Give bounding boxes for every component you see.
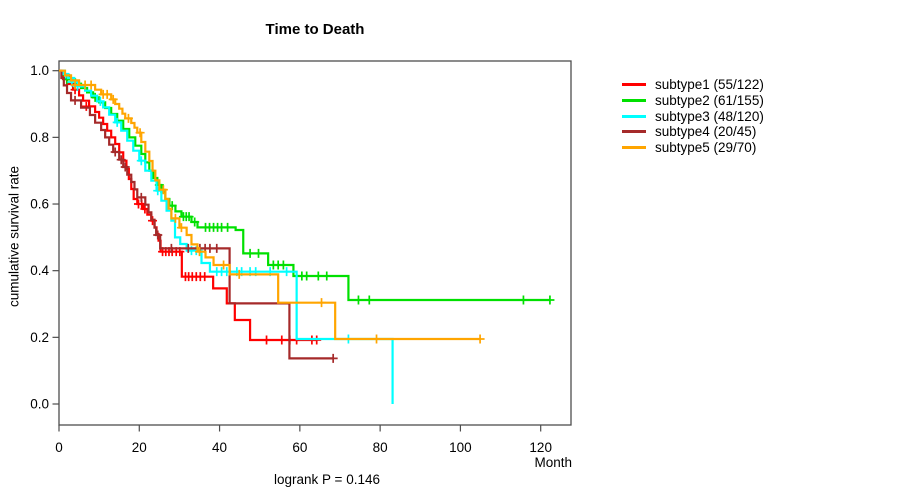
- survival-curve-subtype3: [59, 69, 394, 404]
- censor-marks-subtype2: [62, 74, 555, 305]
- legend-row-subtype5: subtype5 (29/70): [622, 140, 764, 156]
- legend-label-subtype1: subtype1 (55/122): [655, 77, 764, 93]
- legend-label-subtype3: subtype3 (48/120): [655, 108, 764, 124]
- legend-swatch-subtype4: [622, 130, 646, 134]
- y-tick-label: 0.6: [30, 197, 49, 212]
- y-tick-label: 0.8: [30, 130, 49, 145]
- survival-curve-subtype5: [59, 69, 481, 341]
- legend-swatch-subtype2: [622, 99, 646, 103]
- x-axis-unit-label: Month: [534, 455, 572, 470]
- censor-marks-subtype5: [70, 80, 485, 344]
- x-tick-label: 80: [373, 440, 388, 455]
- logrank-annotation: logrank P = 0.146: [274, 472, 380, 487]
- legend-label-subtype5: subtype5 (29/70): [655, 140, 757, 156]
- legend-label-subtype2: subtype2 (61/155): [655, 93, 764, 109]
- plot-frame: [58, 60, 572, 426]
- x-tick-label: 0: [55, 440, 63, 455]
- y-tick-label: 0.0: [30, 397, 49, 412]
- y-tick-label: 0.4: [30, 263, 49, 278]
- survival-curve-subtype2: [59, 69, 550, 302]
- x-tick-label: 20: [132, 440, 147, 455]
- x-tick-label: 120: [529, 440, 552, 455]
- legend-row-subtype1: subtype1 (55/122): [622, 77, 764, 93]
- legend-label-subtype4: subtype4 (20/45): [655, 124, 757, 140]
- legend-swatch-subtype5: [622, 146, 646, 150]
- legend-row-subtype2: subtype2 (61/155): [622, 93, 764, 109]
- legend-row-subtype4: subtype4 (20/45): [622, 124, 764, 140]
- y-tick-label: 0.2: [30, 330, 49, 345]
- chart-title: Time to Death: [265, 21, 365, 38]
- legend-swatch-subtype3: [622, 114, 646, 118]
- legend-row-subtype3: subtype3 (48/120): [622, 108, 764, 124]
- y-tick-label: 1.0: [30, 63, 49, 78]
- legend-swatch-subtype1: [622, 83, 646, 87]
- x-tick-label: 60: [292, 440, 307, 455]
- x-tick-label: 100: [449, 440, 472, 455]
- legend: subtype1 (55/122) subtype2 (61/155) subtyp…: [622, 77, 764, 155]
- x-tick-label: 40: [212, 440, 227, 455]
